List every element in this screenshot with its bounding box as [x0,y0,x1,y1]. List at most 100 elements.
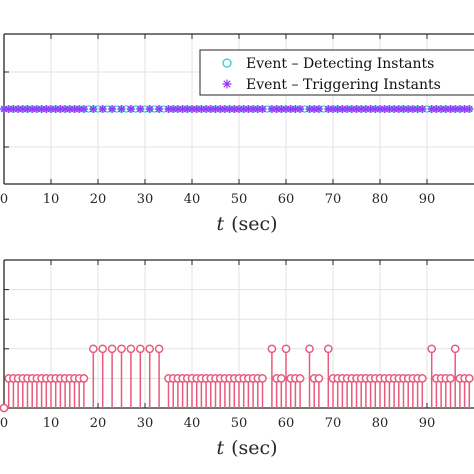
triggering-instant-marker [75,105,84,113]
stem-marker [98,344,108,354]
triggering-instant-marker [310,105,319,113]
x-tick-label: 20 [90,416,107,431]
triggering-instant-marker [352,105,361,113]
x-tick-label: 30 [137,416,154,431]
triggering-instant-marker [244,105,253,113]
triggering-instant-marker [136,105,145,113]
triggering-instant-marker [9,105,18,113]
stem-marker [323,344,333,354]
triggering-instant-marker [164,105,173,113]
legend-box [199,49,474,96]
triggering-instant-marker [183,105,192,113]
triggering-instant-marker [455,105,464,113]
triggering-instant-marker [23,105,32,113]
triggering-instant-marker [56,105,65,113]
x-tick-label: 70 [325,416,342,431]
x-tick-label: 40 [184,192,201,207]
triggering-instant-marker [51,105,60,113]
stem-marker [305,344,314,354]
stem-marker [314,374,324,383]
triggering-instant-marker [272,105,281,113]
stem-marker [267,344,277,354]
x-axis-label: t (sec) [216,437,277,459]
triggering-instant-marker [286,105,295,113]
stem-marker [258,374,267,383]
triggering-instant-marker [394,105,403,113]
stem-marker [446,374,455,383]
triggering-instant-marker [0,105,8,113]
stem-marker [450,344,460,354]
triggering-instant-marker [399,105,408,113]
x-axis-label-unit: (sec) [231,213,277,235]
triggering-instant-marker [192,105,201,113]
triggering-instant-marker [206,105,215,113]
legend-label-detecting: Event – Detecting Instants [246,56,434,72]
triggering-instant-marker [89,105,98,113]
stem-marker [464,374,474,383]
triggering-instant-marker [14,105,23,113]
stem-marker [117,344,126,354]
triggering-instant-marker [380,105,389,113]
triggering-instant-marker [230,105,239,113]
triggering-instant-marker [61,105,70,113]
triggering-instant-marker [42,105,51,113]
x-tick-label: 60 [278,416,295,431]
x-axis-label: t (sec) [216,213,277,235]
x-tick-label: 80 [372,192,389,207]
legend-asterisk-marker [222,79,232,89]
triggering-instant-marker [338,105,347,113]
triggering-instant-marker [126,105,135,113]
legend: Event – Detecting Instants Event – Trigge… [199,49,474,96]
stem-marker [88,344,98,354]
stem-marker [295,374,305,383]
triggering-instant-marker [79,105,88,113]
x-axis-label-var: t [216,437,224,459]
triggering-instant-marker [347,105,356,113]
triggering-instant-marker [376,105,384,113]
triggering-instant-marker [437,105,446,113]
triggering-instant-marker [178,105,187,113]
triggering-instant-marker [216,105,225,113]
x-tick-label: 20 [90,192,107,207]
triggering-instant-marker [427,105,436,113]
triggering-instant-marker [70,105,79,113]
triggering-instant-marker [385,105,394,113]
triggering-instant-marker [361,105,370,113]
triggering-instant-marker [220,105,229,113]
triggering-instant-marker [202,105,211,113]
stem-marker [281,344,291,354]
triggering-instant-marker [390,105,399,113]
x-tick-label: 90 [419,192,436,207]
triggering-instant-marker [225,105,234,113]
bottom-panel: 0 10 20 30 40 50 60 70 80 90 t (sec) [0,259,474,459]
top-panel: 0 10 20 30 40 50 60 70 80 90 t (sec) Event – Detecti… [0,33,474,235]
triggering-instant-marker [371,105,380,113]
x-tick-label: 80 [372,416,389,431]
triggering-instant-marker [117,105,126,113]
triggering-instant-marker [418,105,427,113]
triggering-instant-marker [324,105,333,113]
triggering-instant-marker [28,105,37,113]
x-tick-label: 50 [231,416,248,431]
stem-marker [417,374,427,383]
stem-marker [126,344,136,354]
triggering-instant-marker [98,105,107,113]
triggering-instant-marker [197,105,206,113]
triggering-instant-marker [404,105,413,113]
triggering-instant-marker [37,105,46,113]
x-tick-label: 60 [278,192,295,207]
triggering-instant-marker [258,105,267,113]
x-axis-label-unit: (sec) [231,437,277,459]
x-tick-label: 0 [0,192,8,207]
triggering-instant-marker [366,105,375,113]
triggering-instant-marker [249,105,258,113]
stem-marker [0,403,9,413]
x-tick-label: 10 [43,192,60,207]
triggering-instant-marker [333,105,342,113]
x-tick-label: 50 [231,192,248,207]
triggering-instant-marker [239,105,248,113]
x-tick-label: 40 [184,416,201,431]
stem-marker [107,344,117,354]
triggering-instant-marker [65,105,74,113]
